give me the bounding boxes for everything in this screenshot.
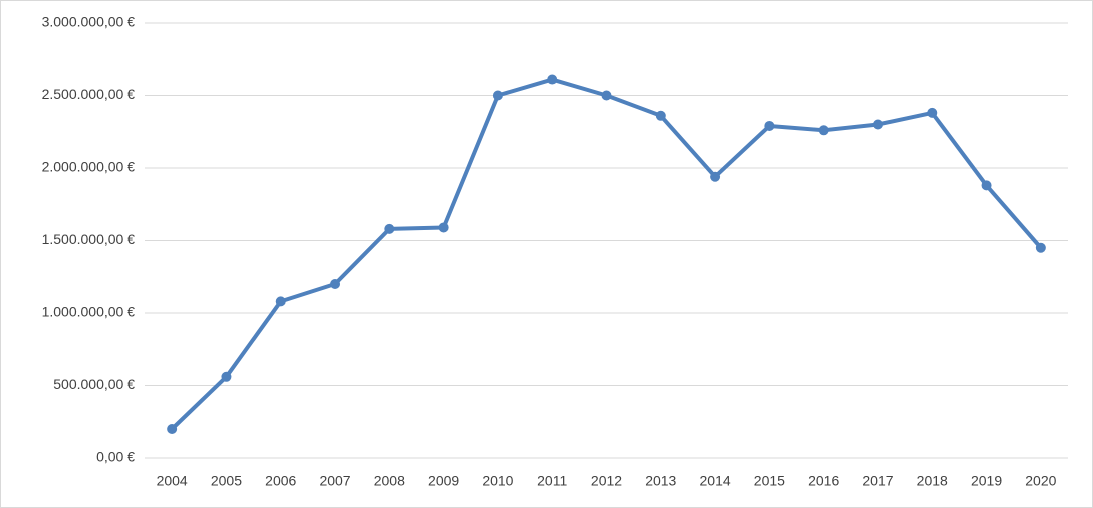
point: [275, 296, 286, 307]
y-tick-label: 3.000.000,00 €: [42, 14, 136, 30]
y-tick-label: 0,00 €: [96, 449, 135, 465]
y-tick-label: 500.000,00 €: [53, 376, 135, 392]
x-tick-label: 2015: [754, 473, 785, 489]
x-tick-label: 2017: [862, 473, 893, 489]
y-tick-label: 2.500.000,00 €: [42, 86, 136, 102]
x-tick-label: 2007: [319, 473, 350, 489]
point: [601, 90, 612, 101]
x-tick-label: 2019: [971, 473, 1002, 489]
y-tick-label: 1.000.000,00 €: [42, 304, 136, 320]
x-tick-label: 2010: [482, 473, 513, 489]
x-tick-label: 2011: [537, 473, 567, 489]
y-tick-label: 2.000.000,00 €: [42, 159, 136, 175]
point: [872, 119, 883, 130]
x-tick-label: 2020: [1025, 473, 1056, 489]
x-tick-label: 2004: [157, 473, 188, 489]
point: [764, 120, 775, 131]
point: [981, 180, 992, 191]
y-tick-label: 1.500.000,00 €: [42, 231, 136, 247]
point: [492, 90, 503, 101]
point: [384, 223, 395, 234]
point: [927, 107, 938, 118]
point: [1035, 242, 1046, 253]
point: [818, 125, 829, 136]
point: [710, 171, 721, 182]
x-tick-label: 2006: [265, 473, 296, 489]
point: [438, 222, 449, 233]
point: [167, 424, 178, 434]
x-tick-label: 2013: [645, 473, 676, 489]
point: [547, 74, 558, 85]
x-tick-label: 2018: [917, 473, 948, 489]
x-tick-label: 2005: [211, 473, 242, 489]
x-tick-label: 2016: [808, 473, 839, 489]
x-tick-label: 2014: [700, 473, 731, 489]
x-tick-label: 2009: [428, 473, 459, 489]
x-tick-label: 2012: [591, 473, 622, 489]
point: [221, 371, 232, 382]
x-tick-label: 2008: [374, 473, 405, 489]
point: [655, 110, 666, 121]
point: [330, 279, 341, 289]
